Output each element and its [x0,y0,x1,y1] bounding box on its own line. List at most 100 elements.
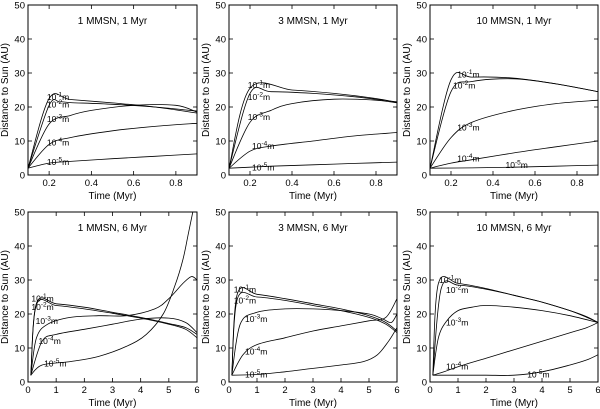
series-label: 10-3m [47,113,69,124]
series-label-base: 10 [47,114,57,124]
x-tick-label: 5 [166,385,171,396]
series-line [30,299,198,376]
series-label-exp: -1 [41,293,47,300]
series-label-unit: m [267,141,274,151]
y-tick-label: 10 [14,344,25,355]
series-label-base: 10 [446,285,456,295]
y-tick-label: 40 [14,35,25,46]
series-label-unit: m [62,114,69,124]
series-label-unit: m [472,154,479,164]
series-line [231,287,398,376]
y-tick-label: 0 [422,378,427,389]
y-tick-label: 10 [416,137,427,148]
chart-panel: 0 10 20 30 40 50 0.2 0.4 0.6 0.8 1 MMSN, 1 Myr Time… [0,1,198,202]
y-tick-label: 50 [215,1,226,12]
series-line [429,78,599,169]
x-tick-label: 0 [226,385,231,396]
series-label-base: 10 [245,370,255,380]
series-label-base: 10 [44,358,54,368]
series-label: 10-5m [252,162,274,173]
chart-panel: 0 10 20 30 40 50 0.2 0.4 0.6 0.8 3 MMSN, 1 Myr Time… [201,1,398,202]
x-tick-label: 1 [54,385,59,396]
x-tick-label: 6 [194,385,199,396]
x-tick-label: 6 [595,385,600,396]
series-label-unit: m [47,294,54,304]
series-label-unit: m [461,362,468,372]
y-tick-label: 50 [416,208,427,219]
series-line [30,211,194,376]
x-tick-label: 5 [567,385,572,396]
series-label-base: 10 [47,92,57,102]
series-label-unit: m [454,275,461,285]
series-label: 10-3m [446,317,468,328]
series-label-unit: m [472,70,479,80]
series-label: 10-3m [248,112,270,123]
series-line [432,305,599,376]
chart-title: 1 MMSN, 1 Myr [78,16,148,27]
series-label-exp: -5 [515,159,521,166]
x-tick-label: 0.6 [528,178,541,189]
series-line [429,140,599,169]
x-tick-label: 0.8 [570,178,583,189]
series-label-base: 10 [38,336,48,346]
series-label-unit: m [263,92,270,102]
y-tick-label: 30 [14,69,25,80]
x-tick-label: 2 [282,385,287,396]
series-label-exp: -4 [48,336,54,343]
series-label-base: 10 [457,154,467,164]
series-label-unit: m [62,92,69,102]
y-tick-label: 10 [416,344,427,355]
series-label-base: 10 [506,160,516,170]
chart-panel: 0 10 20 30 40 50 0.2 0.4 0.6 0.8 10 MMSN, 1 Myr Tim… [402,1,599,202]
series-label-unit: m [472,122,479,132]
series-line [27,99,198,169]
y-tick-label: 50 [416,1,427,12]
series-label-base: 10 [439,275,449,285]
y-tick-label: 30 [215,276,226,287]
y-tick-label: 50 [215,208,226,219]
series-label: 10-1m [47,91,69,102]
series-label-exp: -3 [257,112,263,119]
series-label-unit: m [521,160,528,170]
series-label-exp: -4 [261,141,267,148]
series-line [30,276,198,376]
x-tick-label: 0.4 [285,178,298,189]
x-axis-label: Time (Myr) [289,191,337,202]
x-tick-label: 0.2 [243,178,256,189]
series-label: 10-4m [457,153,479,164]
y-tick-label: 50 [14,1,25,12]
x-tick-label: 1 [254,385,259,396]
series-label-base: 10 [252,141,262,151]
y-tick-label: 30 [215,69,226,80]
series-label: 10-4m [252,141,274,152]
series-label-unit: m [249,285,256,295]
x-axis-label: Time (Myr) [490,191,538,202]
y-tick-label: 20 [14,103,25,114]
series-label-unit: m [468,81,475,91]
y-axis-label: Distance to Sun (AU) [201,250,212,344]
x-tick-label: 0.2 [43,178,56,189]
y-axis-label: Distance to Sun (AU) [402,43,413,137]
series-line [27,153,198,169]
y-tick-label: 20 [215,310,226,321]
series-label-base: 10 [457,122,467,132]
series-label: 10-1m [248,79,270,90]
y-tick-label: 20 [14,310,25,321]
plot-frame [429,211,599,383]
series-label-unit: m [260,370,267,380]
series-label-unit: m [249,295,256,305]
series-line [27,122,198,169]
series-line [30,317,198,376]
series-label: 10-4m [245,346,267,357]
series-label: 10-2m [31,302,53,313]
x-tick-label: 0.4 [85,178,98,189]
y-tick-label: 10 [215,344,226,355]
x-tick-label: 3 [310,385,315,396]
x-tick-label: 3 [110,385,115,396]
series-line [228,82,398,169]
series-label-exp: -3 [254,314,260,321]
series-label-exp: -4 [56,137,62,144]
series-label-unit: m [59,358,66,368]
series-label: 10-5m [245,369,267,380]
